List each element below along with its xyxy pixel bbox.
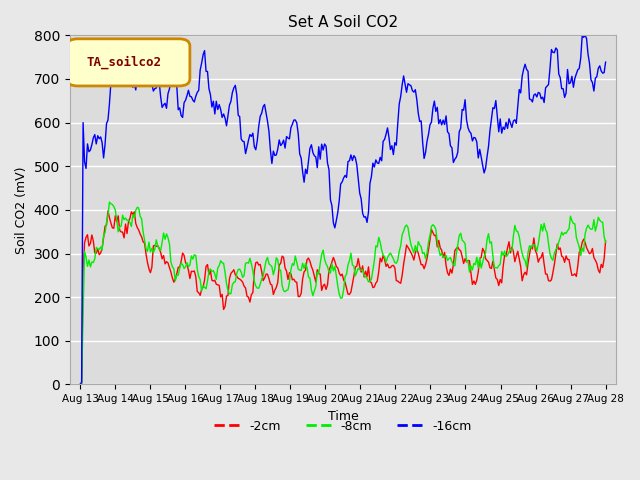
FancyBboxPatch shape: [67, 39, 190, 86]
Text: TA_soilco2: TA_soilco2: [86, 56, 161, 69]
Legend: -2cm, -8cm, -16cm: -2cm, -8cm, -16cm: [209, 415, 477, 437]
Y-axis label: Soil CO2 (mV): Soil CO2 (mV): [15, 166, 28, 253]
X-axis label: Time: Time: [328, 410, 358, 423]
Title: Set A Soil CO2: Set A Soil CO2: [288, 15, 398, 30]
